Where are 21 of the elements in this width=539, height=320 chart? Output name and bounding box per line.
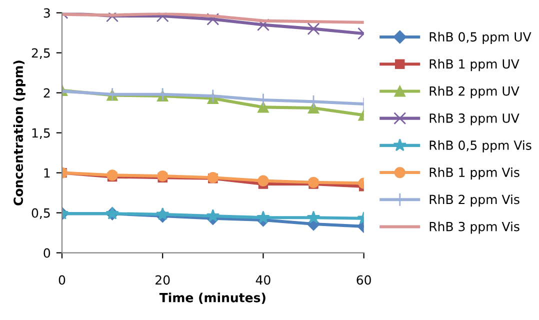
legend-label: RhB 3 ppm Vis bbox=[430, 222, 520, 234]
y-tick-label: 2,5 bbox=[32, 48, 50, 59]
y-tick-label: 1,5 bbox=[32, 128, 50, 139]
x-tick-label: 40 bbox=[256, 275, 270, 285]
y-tick-label: 2 bbox=[44, 88, 50, 98]
x-tick-label: 60 bbox=[356, 275, 371, 285]
legend-label: RhB 3 ppm UV bbox=[430, 113, 520, 126]
y-tick-label: 1 bbox=[44, 168, 50, 178]
legend-label: RhB 2 ppm UV bbox=[430, 86, 520, 98]
x-tick-label: 20 bbox=[156, 275, 170, 285]
legend-label: RhB 2 ppm Vis bbox=[430, 194, 520, 207]
y-tick-label: 3 bbox=[44, 8, 50, 18]
y-tick-label: 0 bbox=[44, 248, 50, 258]
legend-label: RhB 1 ppm Vis bbox=[430, 167, 520, 180]
y-axis-title: Concentration (ppm) bbox=[13, 60, 26, 206]
x-axis-title: Time (minutes) bbox=[159, 292, 266, 304]
legend-label: RhB 0,5 ppm UV bbox=[430, 32, 532, 44]
legend-label: RhB 0,5 ppm Vis bbox=[430, 140, 532, 152]
x-tick-label: 0 bbox=[58, 275, 66, 285]
legend-label: RhB 1 ppm UV bbox=[430, 59, 520, 72]
y-tick-label: 0,5 bbox=[32, 208, 50, 219]
